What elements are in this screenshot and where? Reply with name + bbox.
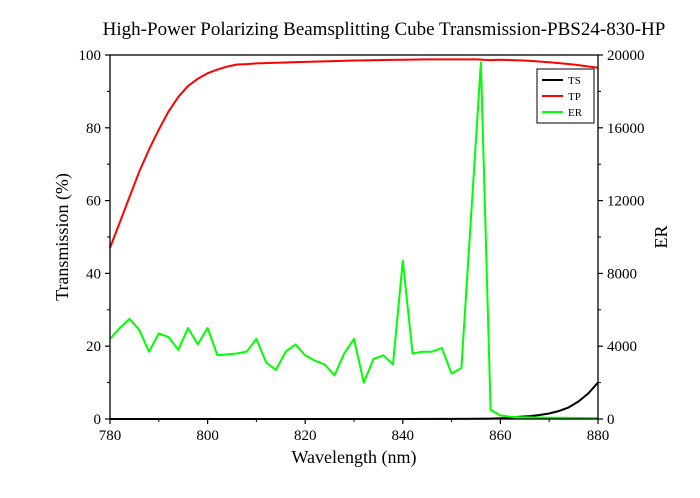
y-tick-label: 0 — [94, 412, 102, 428]
y-tick-label: 60 — [86, 194, 101, 210]
ticks-layer: 780 800 820 840 860 8800204060801000400080001… — [79, 48, 645, 444]
y2-tick-label: 20000 — [607, 48, 645, 64]
legend-label-tp: TP — [568, 91, 581, 103]
y-tick-label: 40 — [86, 266, 101, 282]
x-tick-label: 800 — [196, 428, 219, 444]
legend-label-er: ER — [568, 107, 583, 119]
series-line-er — [109, 61, 598, 420]
chart-title: High-Power Polarizing Beamsplitting Cube… — [103, 19, 666, 40]
series-line-ts — [110, 381, 599, 420]
y2-tick-label: 12000 — [607, 194, 645, 210]
legend: TS TP ER — [536, 68, 595, 124]
y-tick-label: 100 — [79, 48, 102, 64]
legend-label-ts: TS — [568, 75, 581, 87]
plot-frame — [109, 54, 599, 420]
y2-tick-label: 16000 — [607, 121, 645, 137]
x-tick-label: 840 — [392, 428, 415, 444]
x-tick-label: 780 — [99, 428, 122, 444]
x-axis-title: Wavelength (nm) — [291, 447, 416, 468]
y-axis-title: Transmission (%) — [52, 173, 73, 301]
y-tick-label: 20 — [86, 339, 101, 355]
series-layer — [109, 58, 599, 420]
x-tick-label: 880 — [587, 428, 610, 444]
y2-tick-label: 8000 — [607, 266, 637, 282]
series-line-tp — [109, 58, 599, 249]
x-tick-label: 820 — [294, 428, 317, 444]
y2-tick-label: 4000 — [607, 339, 637, 355]
y-tick-label: 80 — [86, 121, 101, 137]
y2-tick-label: 0 — [607, 412, 615, 428]
x-tick-label: 860 — [489, 428, 512, 444]
y2-axis-title: ER — [651, 225, 671, 248]
